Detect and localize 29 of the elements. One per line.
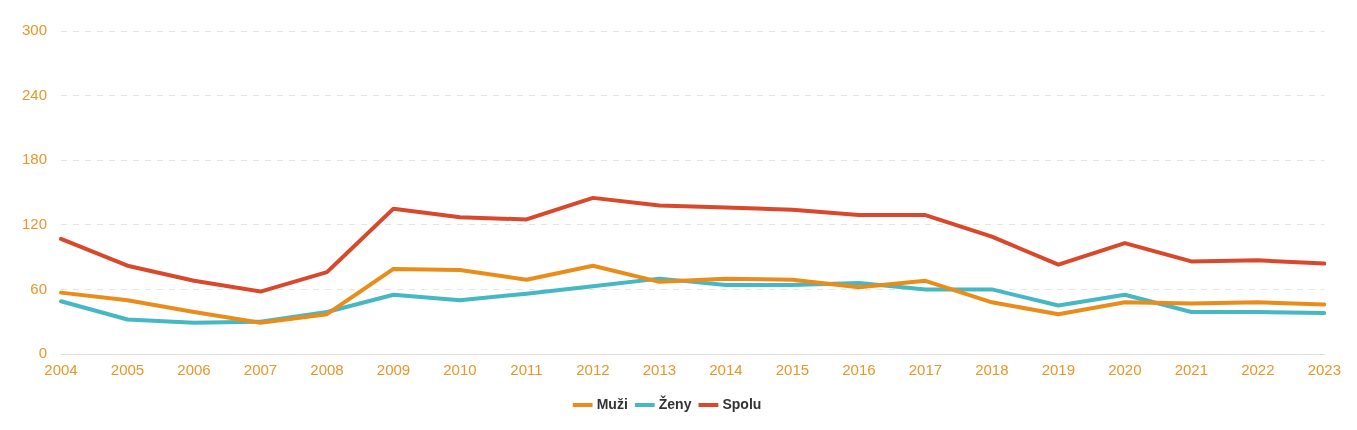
x-tick-label: 2015	[775, 361, 810, 379]
x-tick-label: 2013	[642, 361, 677, 379]
x-tick-label: 2011	[510, 361, 543, 379]
x-tick-label: 2012	[576, 361, 610, 379]
legend-label: Spolu	[722, 395, 762, 412]
x-tick-label: 2008	[310, 361, 344, 379]
x-tick-label: 2010	[443, 361, 477, 379]
x-tick-label: 2020	[1108, 361, 1142, 379]
x-tick-label: 2009	[376, 361, 411, 379]
x-tick-label: 2007	[243, 361, 278, 379]
legend-label: Muži	[596, 395, 628, 412]
x-tick-label: 2006	[177, 361, 211, 379]
x-tick-label: 2019	[1041, 361, 1076, 379]
x-tick-label: 2021	[1174, 361, 1209, 379]
x-tick-label: 2014	[709, 361, 743, 379]
x-tick-label: 2023	[1307, 361, 1341, 379]
x-tick-label: 2022	[1241, 361, 1275, 379]
y-tick-label: 240	[22, 85, 48, 103]
x-tick-label: 2018	[975, 361, 1009, 379]
x-tick-label: 2017	[908, 361, 943, 379]
x-tick-label: 2004	[44, 361, 78, 379]
y-tick-label: 300	[22, 21, 48, 39]
y-tick-label: 120	[22, 214, 48, 232]
y-tick-label: 180	[22, 150, 48, 168]
x-tick-label: 2005	[110, 361, 145, 379]
x-tick-label: 2016	[842, 361, 876, 379]
legend-label: Ženy	[658, 394, 692, 412]
y-tick-label: 0	[38, 344, 48, 362]
y-tick-label: 60	[30, 279, 48, 297]
